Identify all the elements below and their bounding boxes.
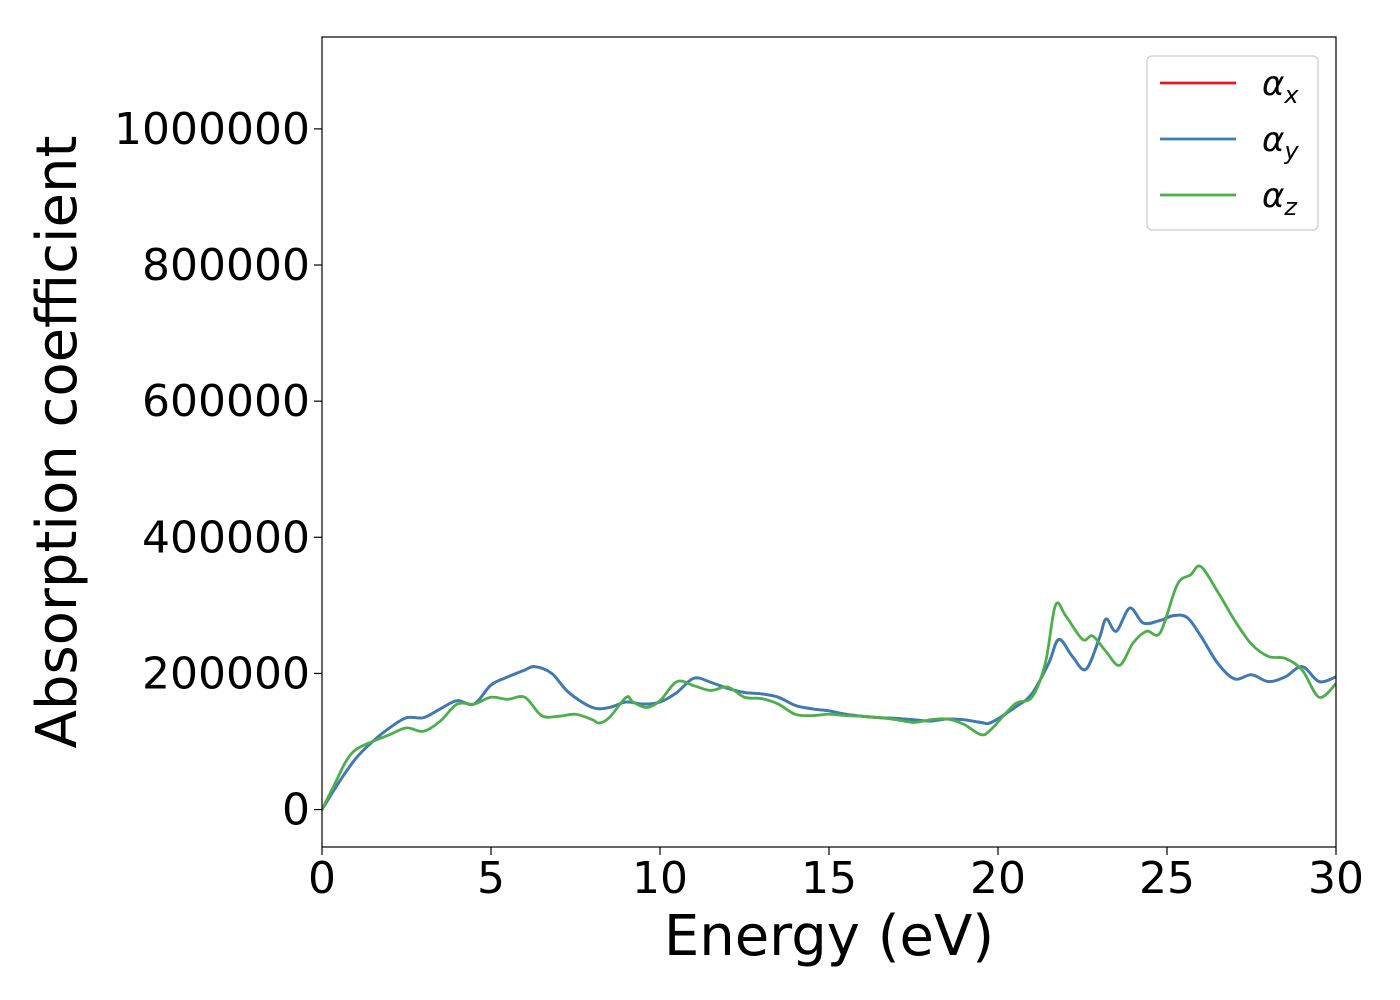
y-axis-label: Absorption coefficient [25,136,90,749]
x-tick-label: 15 [801,853,857,904]
x-tick-label: 20 [970,853,1026,904]
y-axis: 0 200000 400000 600000 800000 1000000 [114,104,322,836]
legend-label-alpha-y: αy [1262,120,1299,165]
x-tick-label: 5 [477,853,505,904]
series-line-alpha-y [322,606,1336,811]
y-tick-label: 1000000 [114,104,310,155]
series-line-alpha-z [322,564,1336,811]
legend-label-alpha-z: αz [1262,176,1298,221]
x-tick-label: 0 [308,853,336,904]
legend-label-alpha-x: αx [1262,64,1299,109]
y-tick-label: 200000 [142,648,310,699]
x-tick-label: 25 [1139,853,1195,904]
series-line-alpha-x [322,606,1336,811]
y-tick-label: 400000 [142,512,310,563]
y-tick-label: 600000 [142,376,310,427]
legend-frame [1146,55,1319,231]
x-axis: 0 5 10 15 20 25 30 [308,847,1364,904]
series-layer [322,564,1336,811]
y-tick-label: 0 [282,785,310,836]
legend: αx αy αz [1146,55,1319,231]
x-tick-label: 30 [1308,853,1364,904]
y-tick-label: 800000 [142,240,310,291]
x-tick-label: 10 [632,853,688,904]
x-axis-label: Energy (eV) [664,904,994,969]
